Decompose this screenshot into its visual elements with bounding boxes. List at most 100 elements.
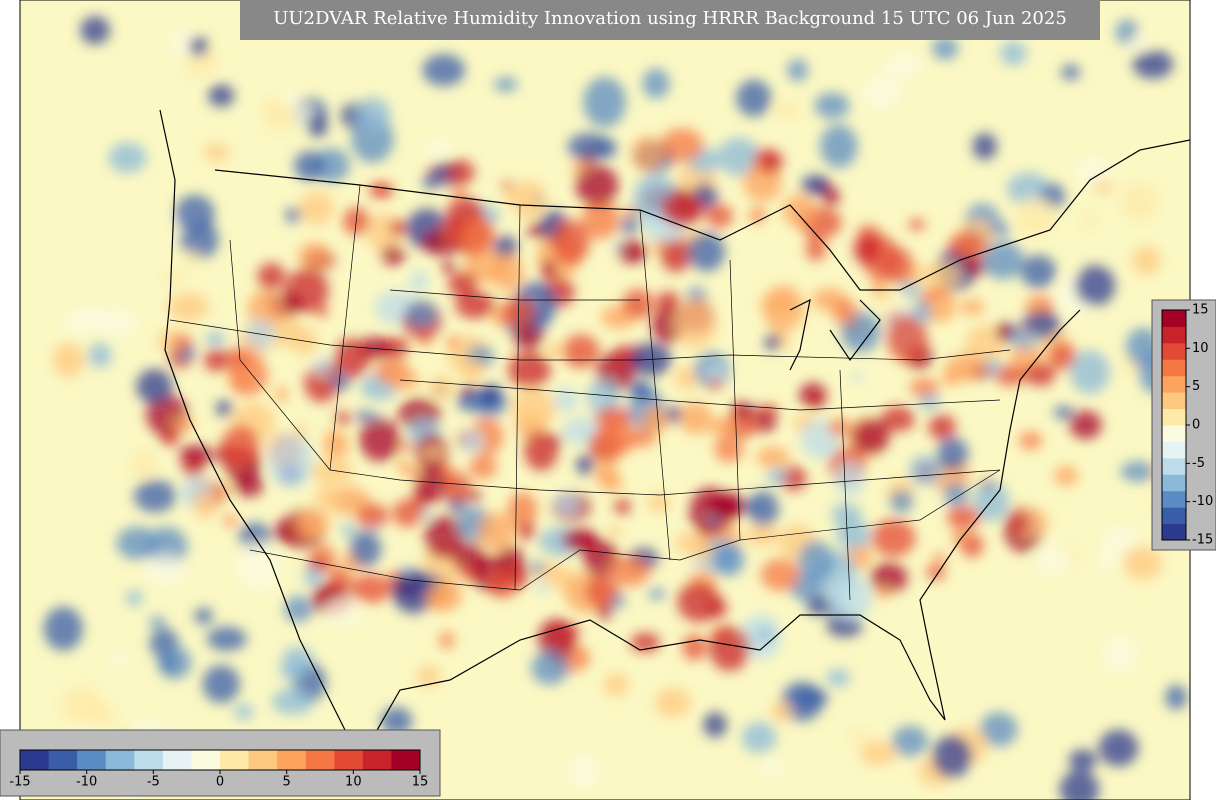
- field-blob: [1075, 156, 1111, 186]
- field-blob: [508, 351, 551, 389]
- field-blob: [674, 365, 699, 391]
- field-blob: [849, 730, 871, 745]
- field-blob: [909, 378, 939, 398]
- field-blob: [736, 79, 772, 117]
- field-blob: [316, 305, 329, 318]
- field-blob: [562, 528, 599, 551]
- field-blob: [322, 597, 362, 628]
- field-blob: [405, 299, 438, 329]
- colorbar-tick-label: -5: [1192, 456, 1205, 471]
- field-blob: [756, 446, 790, 468]
- field-blob: [512, 180, 547, 220]
- field-blob: [871, 518, 916, 557]
- field-blob: [819, 124, 858, 169]
- field-blob: [203, 143, 230, 162]
- field-blob: [460, 429, 485, 454]
- field-blob: [179, 444, 213, 465]
- field-blob: [717, 137, 761, 176]
- colorbar-tick-label: 5: [283, 775, 291, 790]
- field-blob: [447, 271, 478, 297]
- field-blob: [943, 482, 969, 507]
- field-blob: [1025, 363, 1056, 386]
- colorbar-segment: [77, 750, 107, 770]
- field-blob: [994, 365, 1027, 386]
- field-blob: [890, 490, 914, 514]
- colorbar-segment: [220, 750, 250, 770]
- field-blob: [172, 416, 195, 433]
- field-blob: [682, 634, 707, 661]
- field-blob: [553, 387, 578, 412]
- field-blob: [928, 414, 956, 440]
- field-blob: [159, 427, 181, 446]
- field-blob: [424, 515, 464, 559]
- field-blob: [1103, 635, 1139, 674]
- colorbar-segment: [362, 750, 392, 770]
- colorbar-segment: [248, 750, 278, 770]
- field-blob: [359, 417, 401, 462]
- field-blob: [265, 108, 286, 122]
- field-blob: [622, 289, 654, 319]
- field-blob: [455, 291, 496, 319]
- colorbar-segment: [1162, 457, 1186, 475]
- field-blob: [381, 245, 406, 265]
- colorbar-tick-label: 0: [216, 775, 224, 790]
- colorbar-segment: [1162, 408, 1186, 426]
- field-blob: [760, 150, 783, 174]
- field-blob: [202, 664, 240, 704]
- field-blob: [884, 51, 922, 80]
- field-blob: [756, 626, 774, 643]
- field-blob: [880, 406, 915, 432]
- field-blob: [1098, 546, 1121, 571]
- colorbar-segment: [277, 750, 307, 770]
- colorbar-segment: [1162, 523, 1186, 541]
- coastlines: [159, 109, 1190, 761]
- field-blob: [531, 651, 569, 685]
- field-blob: [908, 218, 925, 231]
- field-blob: [1026, 300, 1044, 313]
- field-blob: [422, 53, 466, 87]
- field-blob: [415, 465, 449, 503]
- field-blob: [714, 543, 745, 576]
- colorbar-tick-label: 10: [345, 775, 362, 790]
- colorbar-segment: [20, 750, 50, 770]
- field-blob: [960, 298, 985, 316]
- field-blob: [183, 250, 201, 269]
- field-blob: [932, 735, 972, 778]
- field-blob: [583, 76, 627, 128]
- colorbar-segment: [105, 750, 135, 770]
- field-blob: [828, 418, 851, 437]
- field-blob: [439, 631, 455, 649]
- field-blob: [530, 561, 546, 574]
- field-blob: [409, 271, 429, 292]
- field-blob: [1069, 350, 1110, 394]
- field-blob: [1014, 196, 1056, 237]
- innovation-field: [43, 16, 1188, 800]
- field-blob: [567, 132, 610, 161]
- field-blob: [507, 492, 538, 528]
- field-blob: [760, 756, 784, 778]
- field-blob: [469, 455, 497, 479]
- field-blob: [125, 589, 143, 607]
- field-blob: [544, 343, 565, 359]
- field-blob: [43, 606, 83, 651]
- field-blob: [350, 529, 382, 567]
- field-blob: [82, 702, 116, 728]
- field-blob: [274, 386, 289, 403]
- field-blob: [587, 379, 621, 416]
- field-blob: [851, 373, 864, 382]
- field-blob: [192, 491, 218, 520]
- field-blob: [1053, 405, 1075, 420]
- field-blob: [660, 237, 692, 273]
- field-blob: [911, 299, 932, 323]
- field-blob: [544, 621, 580, 644]
- field-blob: [576, 454, 595, 475]
- colorbar-tick-label: 10: [1192, 341, 1209, 356]
- field-blob: [945, 353, 986, 382]
- colorbar-tick-label: -10: [76, 775, 97, 790]
- field-blob: [798, 540, 834, 582]
- field-blob: [836, 520, 872, 550]
- field-blob: [952, 529, 968, 546]
- field-blob: [293, 424, 307, 440]
- field-blob: [1068, 749, 1097, 771]
- field-blob: [335, 411, 351, 426]
